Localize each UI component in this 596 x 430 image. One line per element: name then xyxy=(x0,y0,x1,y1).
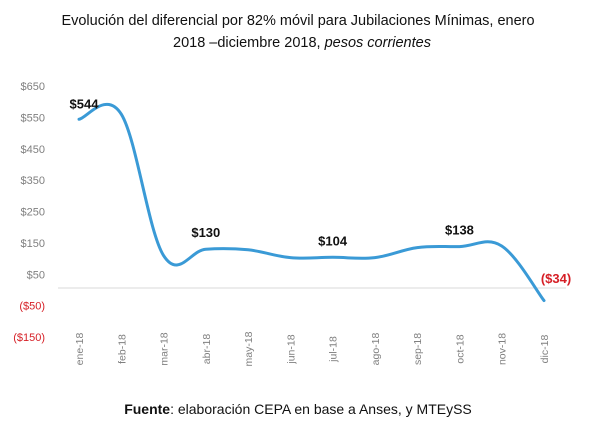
x-tick-label: oct-18 xyxy=(454,334,466,363)
x-tick-label: jun-18 xyxy=(285,334,297,364)
x-tick-label: nov-18 xyxy=(497,333,509,365)
y-tick-label: $550 xyxy=(21,112,45,124)
x-axis: ene-18 feb-18 mar-18 abr-18 may-18 jun-18 jul-… xyxy=(58,287,566,367)
data-label: ($34) xyxy=(541,271,571,286)
chart-title-line1: Evolución del diferencial por 82% móvil … xyxy=(61,13,535,29)
y-tick-label: $650 xyxy=(21,81,45,93)
chart-title-line2: 2018 –diciembre 2018, pesos corrientes xyxy=(0,32,596,54)
series-line xyxy=(77,102,546,303)
y-tick-label: $450 xyxy=(21,144,45,156)
x-tick-label: jul-18 xyxy=(328,336,340,363)
x-tick-label: abr-18 xyxy=(201,334,213,365)
y-tick-label: $50 xyxy=(27,269,45,281)
source-text: : elaboración CEPA en base a Anses, y MT… xyxy=(170,401,472,417)
x-tick-label: dic-18 xyxy=(539,335,551,364)
y-tick-label: $350 xyxy=(21,175,45,187)
y-tick-label: ($50) xyxy=(19,301,45,313)
x-tick-label: mar-18 xyxy=(159,332,171,365)
x-tick-label: ago-18 xyxy=(370,332,382,365)
chart-title-line2-italic: pesos corrientes xyxy=(324,35,431,51)
data-label: $130 xyxy=(191,225,220,240)
data-label: $104 xyxy=(318,233,348,248)
chart-title: Evolución del diferencial por 82% móvil … xyxy=(0,10,596,54)
x-tick-label: sep-18 xyxy=(412,333,424,365)
source-label: Fuente xyxy=(124,401,171,417)
x-tick-label: feb-18 xyxy=(116,334,128,364)
chart-title-line2-plain: 2018 –diciembre 2018, xyxy=(173,35,321,51)
y-tick-label: $250 xyxy=(21,207,45,219)
data-labels: $544 $130 $104 $138 ($34) xyxy=(70,96,572,286)
y-tick-label: ($150) xyxy=(13,332,45,344)
data-label: $138 xyxy=(445,223,474,238)
x-tick-label: ene-18 xyxy=(74,332,86,365)
data-label: $544 xyxy=(70,96,100,111)
y-tick-label: $150 xyxy=(21,238,45,250)
series xyxy=(77,102,546,303)
y-axis: $650 $550 $450 $350 $250 $150 $50 ($50) ($150) xyxy=(13,81,45,344)
source-note: Fuente: elaboración CEPA en base a Anses… xyxy=(0,401,596,417)
x-tick-label: may-18 xyxy=(243,331,255,366)
